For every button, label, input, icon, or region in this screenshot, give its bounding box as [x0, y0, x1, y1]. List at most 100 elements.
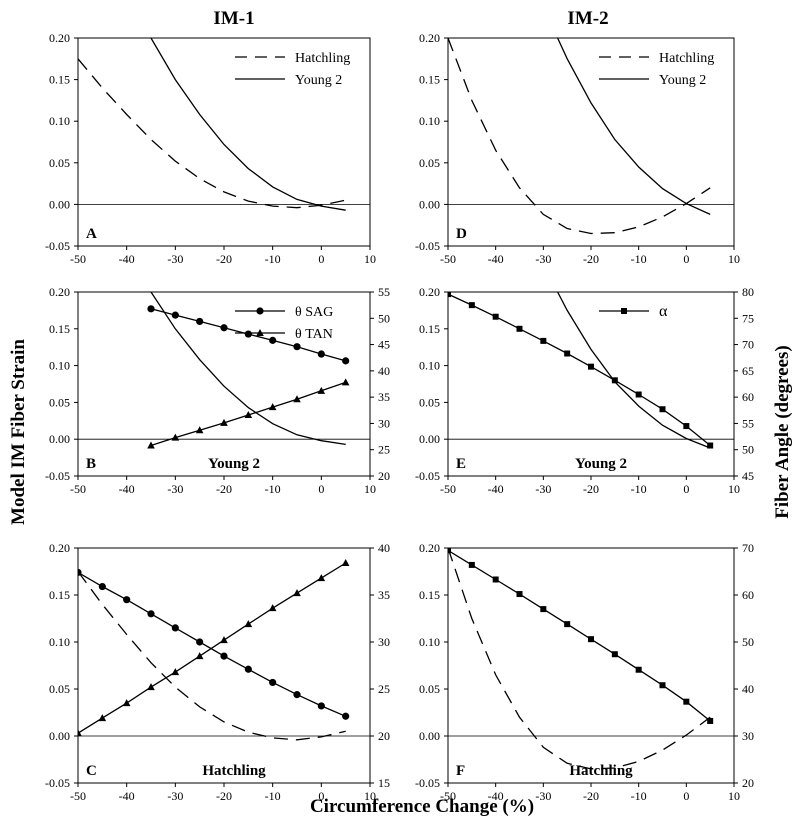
plot-frame — [447, 547, 735, 784]
x-tick-label: -40 — [488, 252, 504, 266]
panel-d: -50 -40 -30 -20 -10 0 10 -0.05 0.00 0.05 0.10 0.15 0… — [415, 31, 740, 266]
legend: Hatchling Young 2 — [235, 51, 350, 88]
y-tick-label: 0.15 — [49, 73, 70, 87]
series-group — [78, 559, 350, 741]
x-tick-label: -30 — [167, 789, 183, 803]
y-tick-label: -0.05 — [45, 469, 70, 483]
x-tick-label: 10 — [728, 252, 740, 266]
column-title-im2: IM-2 — [567, 8, 608, 29]
y2-tick-label: 40 — [378, 541, 390, 555]
y2-tick-label: 15 — [378, 776, 390, 790]
y2-tick-label: 25 — [378, 443, 390, 457]
y-tick-label: 0.00 — [49, 729, 70, 743]
series-group — [448, 292, 714, 449]
x-tick-label: -40 — [488, 789, 504, 803]
data-point — [341, 378, 350, 386]
data-point — [293, 691, 301, 699]
data-point — [147, 610, 155, 618]
data-point — [317, 386, 326, 394]
series-line-dashed — [448, 548, 711, 770]
legend: α — [599, 303, 668, 320]
data-point — [492, 576, 499, 583]
y-tick-label: -0.05 — [415, 469, 440, 483]
x-tick-label: 10 — [364, 252, 376, 266]
data-point — [293, 395, 301, 403]
series-line-solid — [557, 292, 711, 449]
series-line-young-2 — [150, 38, 346, 211]
y-tick-label: 0.05 — [419, 395, 440, 409]
data-point — [195, 426, 204, 434]
series-group — [147, 292, 350, 449]
x-tick-label: -50 — [70, 482, 86, 496]
x-tick-label: -10 — [265, 252, 281, 266]
x-tick-label: -20 — [216, 482, 232, 496]
x-tick-label: 10 — [364, 789, 376, 803]
y-tick-label: 0.05 — [49, 156, 70, 170]
data-point — [448, 548, 451, 554]
y2-tick-label: 40 — [742, 682, 754, 696]
y-tick-label: 0.15 — [49, 322, 70, 336]
data-point — [341, 559, 350, 567]
legend: Hatchling Young 2 — [599, 51, 714, 88]
panel-b: -50 -40 -30 -20 -10 0 10 -0.05 0.00 0.05 0.10 0.15 0… — [45, 285, 390, 496]
panel-label: D — [456, 226, 467, 242]
series-line-young-2 — [557, 38, 711, 215]
x-tick-label: -20 — [583, 252, 599, 266]
data-point — [540, 606, 547, 613]
legend-marker — [256, 329, 264, 336]
data-point — [269, 678, 277, 687]
x-tick-label: -50 — [440, 789, 456, 803]
x-axis-label: Circumference Change (%) — [310, 796, 534, 817]
data-point — [269, 336, 277, 344]
data-point — [171, 668, 180, 676]
panel-c: -50 -40 -30 -20 -10 0 10 -0.05 0.00 0.05 0.10 0.15 0… — [45, 541, 390, 803]
data-point — [707, 442, 714, 449]
y2-tick-label: 45 — [378, 338, 390, 352]
x-tick-label: -20 — [583, 789, 599, 803]
data-point — [317, 574, 326, 582]
series-line-solid — [150, 292, 346, 446]
x-tick-label: -40 — [488, 482, 504, 496]
data-point — [220, 636, 228, 644]
y-tick-label: 0.20 — [419, 31, 440, 45]
panel-name: Hatchling — [202, 763, 266, 779]
data-point — [268, 403, 277, 411]
y-tick-label: 0.10 — [49, 359, 70, 373]
data-point — [293, 589, 301, 597]
y2-tick-label: 50 — [378, 311, 390, 325]
x-tick-label: -10 — [631, 482, 647, 496]
y-tick-label: 0.10 — [419, 114, 440, 128]
plot-frame — [77, 37, 371, 247]
y-tick-label: 0.20 — [49, 285, 70, 299]
x-tick-label: -20 — [216, 789, 232, 803]
x-tick-label: -50 — [70, 789, 86, 803]
data-point — [683, 698, 690, 705]
y-tick-label: 0.15 — [419, 322, 440, 336]
data-point — [564, 350, 571, 357]
x-tick-label: -40 — [119, 252, 135, 266]
y2-tick-label: 70 — [742, 338, 754, 352]
data-point — [244, 330, 252, 338]
data-point — [659, 682, 666, 689]
data-point — [635, 391, 642, 398]
data-point — [293, 343, 301, 351]
y-tick-label: 0.00 — [49, 197, 70, 211]
data-point — [659, 406, 666, 413]
data-point — [448, 292, 451, 298]
series-line-- — [448, 549, 711, 722]
x-tick-label: 0 — [318, 482, 324, 496]
x-tick-label: -30 — [167, 482, 183, 496]
y-tick-label: -0.05 — [45, 776, 70, 790]
x-tick-label: -30 — [535, 482, 551, 496]
y2-tick-label: 20 — [378, 469, 390, 483]
x-tick-label: -50 — [70, 252, 86, 266]
legend-label: α — [659, 303, 668, 320]
plot-frame — [77, 547, 371, 784]
data-point — [196, 638, 204, 646]
panel-f: -50 -40 -30 -20 -10 0 10 -0.05 0.00 0.05 0.10 0.15 0… — [415, 541, 754, 803]
series-line-hatchling — [78, 58, 346, 209]
x-tick-label: -20 — [216, 252, 232, 266]
plot-frame — [447, 291, 735, 477]
data-point — [171, 311, 179, 319]
y2-tick-label: 45 — [742, 469, 754, 483]
